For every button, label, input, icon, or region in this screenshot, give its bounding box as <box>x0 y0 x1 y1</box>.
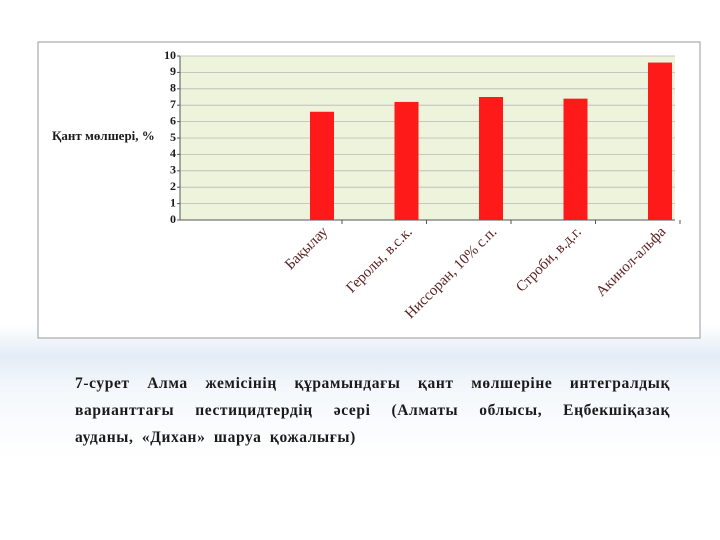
y-tick-label: 8 <box>170 81 176 95</box>
bar <box>310 111 334 220</box>
bar <box>563 98 588 220</box>
y-tick-label: 0 <box>170 212 176 226</box>
bar <box>479 97 503 220</box>
bar <box>648 62 672 221</box>
y-tick-label: 10 <box>164 48 176 62</box>
y-tick-label: 7 <box>170 97 176 111</box>
y-tick-label: 9 <box>170 64 176 78</box>
bar <box>394 101 419 220</box>
y-tick-label: 2 <box>170 179 176 193</box>
y-axis-label: Қант мөлшері, % <box>52 128 155 143</box>
y-tick-label: 3 <box>170 163 176 177</box>
caption: 7-сурет Алма жемісінің құрамындағы қант … <box>75 375 670 446</box>
y-tick-label: 5 <box>170 130 176 144</box>
y-tick-label: 4 <box>170 146 176 160</box>
y-tick-label: 1 <box>170 195 176 209</box>
y-tick-label: 6 <box>170 113 176 127</box>
